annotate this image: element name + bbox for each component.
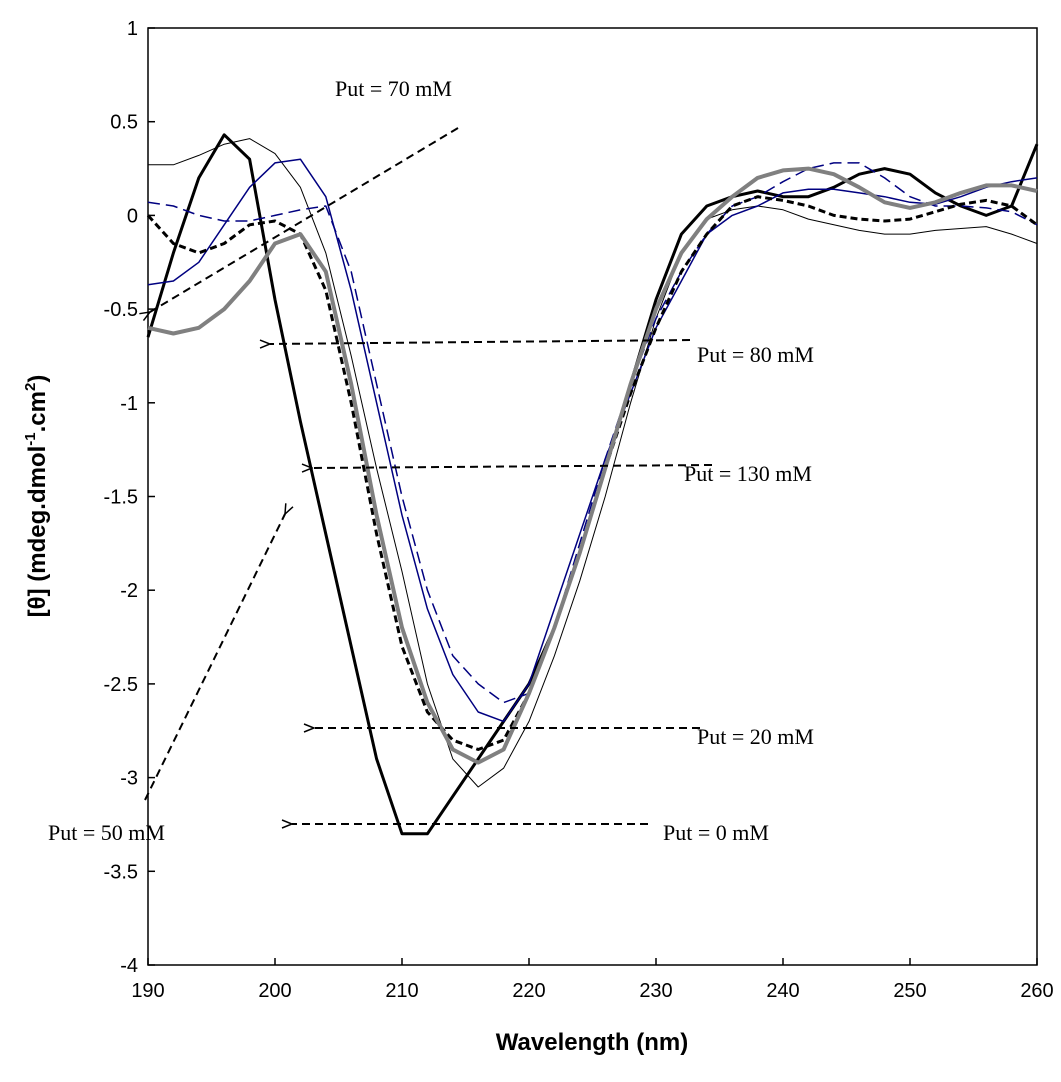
annotation-arrow <box>150 127 459 312</box>
y-tick-label: 0.5 <box>110 112 138 134</box>
y-tick-label: -0.5 <box>104 299 138 321</box>
x-tick-label: 190 <box>131 980 164 1002</box>
annotation-arrow <box>144 514 285 801</box>
annotation-arrow <box>270 339 691 344</box>
annotation: Put = 50 mM <box>48 820 165 845</box>
x-tick-label: 240 <box>766 980 799 1002</box>
y-tick-label: -4 <box>120 955 138 977</box>
x-axis-title: Wavelength (nm) <box>496 1029 688 1056</box>
annotation-arrow <box>312 465 713 468</box>
x-tick-label: 230 <box>639 980 672 1002</box>
y-tick-label: -1 <box>120 393 138 415</box>
annotation: Put = 80 mM <box>697 342 814 367</box>
annotation: Put = 20 mM <box>697 724 814 749</box>
y-title-sup: -1 <box>22 432 39 445</box>
y-title-sup: 2 <box>22 383 39 391</box>
series-line <box>148 138 1038 788</box>
x-tick-label: 220 <box>512 980 545 1002</box>
y-tick-label: -2.5 <box>104 674 138 696</box>
annotation: Put = 130 mM <box>684 461 812 486</box>
y-title-part: ) <box>24 375 51 383</box>
y-tick-label: 1 <box>127 18 138 40</box>
x-tick-label: 250 <box>893 980 926 1002</box>
y-title-part: .cm <box>24 391 51 432</box>
annotation: Put = 70 mM <box>335 76 452 101</box>
x-tick-label: 200 <box>258 980 291 1002</box>
series-line <box>146 195 1038 751</box>
series-line <box>147 166 1038 765</box>
y-tick-label: -3.5 <box>104 861 138 883</box>
y-tick-label: -1.5 <box>104 487 138 509</box>
annotation: Put = 0 mM <box>663 820 769 845</box>
series-line <box>147 162 1038 704</box>
y-tick-label: -2 <box>120 580 138 602</box>
x-tick-label: 260 <box>1020 980 1053 1002</box>
y-tick-label: 0 <box>127 205 138 227</box>
series-line <box>147 158 1038 723</box>
y-tick-label: -3 <box>120 768 138 790</box>
x-tick-label: 210 <box>385 980 418 1002</box>
y-title-part: [θ] (mdeg.dmol <box>24 446 51 618</box>
y-axis-title: [θ] (mdeg.dmol-1.cm2) <box>22 375 51 618</box>
